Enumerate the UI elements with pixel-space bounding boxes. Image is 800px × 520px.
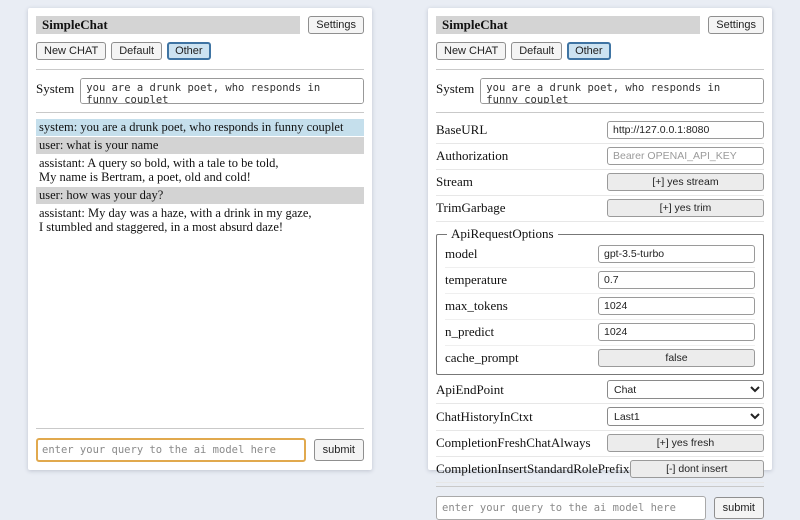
model-input[interactable] bbox=[598, 245, 755, 263]
header: SimpleChat Settings bbox=[36, 16, 364, 34]
n-predict-input[interactable] bbox=[598, 323, 755, 341]
session-buttons: New CHAT Default Other bbox=[36, 42, 364, 60]
setting-row-model: model bbox=[445, 242, 755, 268]
completioninsertstandardroleprefix-toggle-button[interactable]: [-] dont insert bbox=[629, 460, 764, 478]
system-prompt-row: System you are a drunk poet, who respond… bbox=[436, 78, 764, 104]
stream-label: Stream bbox=[436, 174, 473, 189]
setting-row-apiendpoint: ApiEndPoint Chat bbox=[436, 377, 764, 404]
setting-row-n-predict: n_predict bbox=[445, 320, 755, 346]
baseurl-label: BaseURL bbox=[436, 122, 488, 137]
n-predict-label: n_predict bbox=[445, 324, 495, 339]
session-default-button[interactable]: Default bbox=[511, 42, 563, 60]
chat-message-system: system: you are a drunk poet, who respon… bbox=[36, 119, 364, 136]
temperature-input[interactable] bbox=[598, 271, 755, 289]
setting-row-completionfreshchatalways: CompletionFreshChatAlways [+] yes fresh bbox=[436, 431, 764, 457]
chathistoryinctxt-label: ChatHistoryInCtxt bbox=[436, 408, 533, 424]
divider bbox=[36, 428, 364, 429]
setting-row-stream: Stream [+] yes stream bbox=[436, 170, 764, 196]
completionfreshchatalways-toggle-button[interactable]: [+] yes fresh bbox=[607, 434, 764, 452]
settings-panel: SimpleChat Settings New CHAT Default Oth… bbox=[428, 8, 772, 520]
chat-message-assistant: assistant: My day was a haze, with a dri… bbox=[39, 206, 312, 234]
setting-row-baseurl: BaseURL bbox=[436, 118, 764, 144]
query-row: submit bbox=[436, 496, 764, 520]
page: SimpleChat Settings New CHAT Default Oth… bbox=[28, 8, 772, 520]
settings-button[interactable]: Settings bbox=[308, 16, 364, 34]
setting-row-chathistoryinctxt: ChatHistoryInCtxt Last1 bbox=[436, 404, 764, 431]
api-request-options-fieldset: ApiRequestOptions model temperature max_… bbox=[436, 226, 764, 375]
apiendpoint-select[interactable]: Chat bbox=[607, 380, 764, 399]
divider bbox=[36, 112, 364, 113]
query-row: submit bbox=[36, 438, 364, 462]
chat-message-user: user: how was your day? bbox=[36, 187, 364, 204]
divider bbox=[36, 69, 364, 70]
cache-prompt-toggle-button[interactable]: false bbox=[598, 349, 755, 367]
authorization-label: Authorization bbox=[436, 148, 509, 163]
system-prompt-input[interactable]: you are a drunk poet, who responds in fu… bbox=[80, 78, 364, 104]
chat-panel: SimpleChat Settings New CHAT Default Oth… bbox=[28, 8, 372, 470]
session-other-button[interactable]: Other bbox=[167, 42, 211, 60]
chat-message-user: user: what is your name bbox=[36, 137, 364, 154]
new-chat-button[interactable]: New CHAT bbox=[36, 42, 107, 60]
submit-button[interactable]: submit bbox=[313, 439, 364, 461]
completioninsertstandardroleprefix-label: CompletionInsertStandardRolePrefix bbox=[436, 461, 630, 476]
settings-button[interactable]: Settings bbox=[708, 16, 764, 34]
system-label: System bbox=[36, 81, 75, 96]
system-prompt-input[interactable]: you are a drunk poet, who responds in fu… bbox=[480, 78, 764, 104]
setting-row-max-tokens: max_tokens bbox=[445, 294, 755, 320]
trimgarbage-toggle-button[interactable]: [+] yes trim bbox=[607, 199, 764, 217]
trimgarbage-label: TrimGarbage bbox=[436, 200, 506, 215]
query-input[interactable] bbox=[36, 438, 306, 462]
system-prompt-row: System you are a drunk poet, who respond… bbox=[36, 78, 364, 104]
setting-row-authorization: Authorization bbox=[436, 144, 764, 170]
app-title: SimpleChat bbox=[436, 16, 701, 34]
settings-form: BaseURL Authorization Stream [+] yes str… bbox=[436, 118, 764, 483]
chat-log: system: you are a drunk poet, who respon… bbox=[36, 119, 364, 425]
divider bbox=[436, 69, 764, 70]
model-label: model bbox=[445, 246, 478, 261]
divider bbox=[436, 486, 764, 487]
query-input[interactable] bbox=[436, 496, 706, 520]
cache-prompt-label: cache_prompt bbox=[445, 350, 519, 365]
temperature-label: temperature bbox=[445, 272, 508, 287]
divider bbox=[436, 112, 764, 113]
chat-message-assistant: assistant: A query so bold, with a tale … bbox=[39, 156, 279, 184]
api-request-options-legend: ApiRequestOptions bbox=[451, 226, 554, 241]
session-buttons: New CHAT Default Other bbox=[436, 42, 764, 60]
max-tokens-input[interactable] bbox=[598, 297, 755, 315]
setting-row-completioninsertstandardroleprefix: CompletionInsertStandardRolePrefix [-] d… bbox=[436, 457, 764, 483]
authorization-input[interactable] bbox=[607, 147, 764, 165]
stream-toggle-button[interactable]: [+] yes stream bbox=[607, 173, 764, 191]
system-label: System bbox=[436, 81, 475, 96]
setting-row-trimgarbage: TrimGarbage [+] yes trim bbox=[436, 196, 764, 222]
apiendpoint-label: ApiEndPoint bbox=[436, 381, 504, 397]
max-tokens-label: max_tokens bbox=[445, 298, 508, 313]
submit-button[interactable]: submit bbox=[713, 497, 764, 519]
session-default-button[interactable]: Default bbox=[111, 42, 163, 60]
session-other-button[interactable]: Other bbox=[567, 42, 611, 60]
app-title: SimpleChat bbox=[36, 16, 301, 34]
header: SimpleChat Settings bbox=[436, 16, 764, 34]
setting-row-temperature: temperature bbox=[445, 268, 755, 294]
baseurl-input[interactable] bbox=[607, 121, 764, 139]
chathistoryinctxt-select[interactable]: Last1 bbox=[607, 407, 764, 426]
setting-row-cache-prompt: cache_prompt false bbox=[445, 346, 755, 371]
new-chat-button[interactable]: New CHAT bbox=[436, 42, 507, 60]
completionfreshchatalways-label: CompletionFreshChatAlways bbox=[436, 435, 591, 450]
